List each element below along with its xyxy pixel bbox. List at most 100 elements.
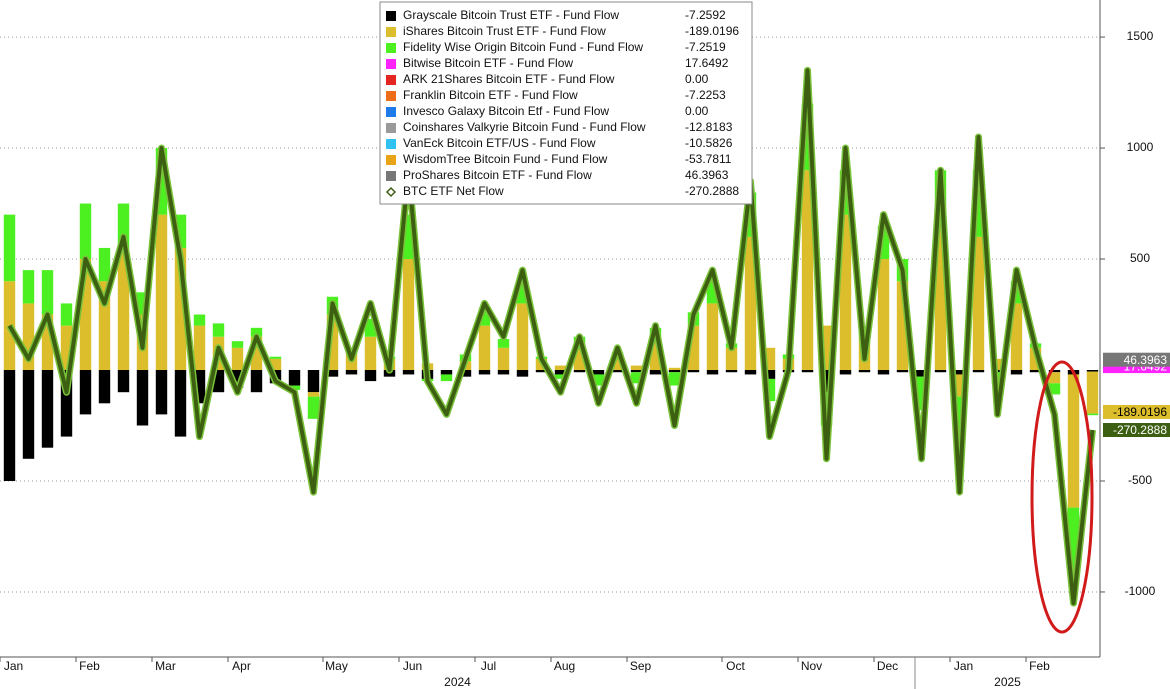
bar-segment	[440, 370, 453, 375]
bar-segment	[136, 292, 149, 315]
axis-tag-label: -270.2888	[1113, 423, 1167, 437]
bar-segment	[1067, 507, 1080, 575]
bar-segment	[60, 325, 73, 371]
bar-segment	[801, 170, 814, 371]
y-tick-label: -500	[1128, 473, 1152, 487]
bar-segment	[934, 214, 947, 371]
x-tick-label: Apr	[232, 659, 251, 673]
bar-segment	[79, 259, 92, 371]
bar-segment	[1029, 370, 1042, 373]
x-tick-label: Jun	[403, 659, 422, 673]
bar-segment	[706, 303, 719, 371]
bar-segment	[117, 370, 130, 393]
legend-value: -12.8183	[685, 120, 733, 134]
bar-segment	[231, 370, 244, 388]
bar-segment	[668, 370, 681, 373]
y-tick-label: 1000	[1127, 140, 1154, 154]
bar-segment	[402, 214, 415, 260]
bar-segment	[497, 370, 510, 375]
bar-segment	[364, 318, 377, 337]
bar-segment	[288, 370, 301, 386]
bar-segment	[307, 370, 320, 393]
bar-segment	[155, 370, 168, 415]
bar-segment	[915, 376, 928, 410]
x-tick-label: May	[325, 659, 348, 673]
bar-segment	[345, 370, 358, 375]
bar-segment	[630, 372, 643, 384]
bar-segment	[839, 214, 852, 371]
bar-segment	[554, 374, 567, 379]
bar-segment	[41, 270, 54, 315]
axis-tag	[1103, 352, 1170, 367]
legend-value: 0.00	[685, 72, 709, 86]
bar-segment	[60, 303, 73, 326]
net-flow-line	[7, 68, 1095, 606]
bar-segment	[3, 214, 16, 282]
bar-segment	[877, 259, 890, 371]
legend-label: BTC ETF Net Flow	[403, 184, 504, 198]
x-tick-label: Jan	[954, 659, 973, 673]
bar-segment	[117, 247, 130, 371]
legend-label: ProShares Bitcoin ETF - Fund Flow	[403, 168, 592, 182]
bar-segment	[1086, 371, 1099, 414]
bar-segment	[193, 370, 206, 404]
bar-segment	[212, 323, 225, 337]
bar-segment	[972, 170, 985, 237]
x-tick-label: Jul	[481, 659, 496, 673]
bar-segment	[554, 365, 567, 371]
bar-segment	[763, 347, 776, 371]
bar-segment	[117, 203, 130, 248]
bar-segment	[611, 370, 624, 373]
bar-segment	[307, 392, 320, 397]
bar-segment	[706, 281, 719, 304]
bar-segment	[554, 370, 567, 375]
bar-segment	[725, 347, 738, 371]
bar-segment	[326, 314, 339, 371]
x-tick-label: Feb	[79, 659, 100, 673]
legend: Grayscale Bitcoin Trust ETF - Fund Flow -…	[379, 1, 753, 205]
bar-segment	[3, 281, 16, 371]
bar-segment	[364, 336, 377, 371]
year-label: 2024	[444, 675, 471, 689]
bar-segment	[972, 236, 985, 371]
y-tick-label: -1000	[1125, 584, 1156, 598]
bar-segment	[592, 374, 605, 386]
x-tick-label: Sep	[630, 659, 652, 673]
bar-segment	[212, 370, 225, 393]
bar-segment	[725, 370, 738, 373]
y-tick-label: 500	[1130, 251, 1150, 265]
bar-segment	[668, 367, 681, 371]
x-tick-label: Oct	[726, 659, 745, 673]
bar-segment	[269, 358, 282, 371]
bar-segment	[478, 307, 491, 326]
bar-segment	[877, 370, 890, 375]
bar-segment	[820, 325, 833, 371]
highlight-ellipse	[1030, 360, 1094, 634]
legend-label: Franklin Bitcoin ETF - Fund Flow	[403, 88, 578, 102]
bar-segment	[1086, 370, 1099, 372]
legend-label: Fidelity Wise Origin Bitcoin Fund - Fund…	[403, 40, 643, 54]
legend-label: Coinshares Valkyrie Bitcoin Fund - Fund …	[403, 120, 646, 134]
bar-segment	[402, 370, 415, 375]
bar-segment	[193, 325, 206, 371]
axis-tag	[1103, 404, 1170, 419]
legend-swatch	[386, 123, 396, 133]
bar-segment	[877, 225, 890, 260]
bar-segment	[706, 370, 719, 375]
bar-segment	[307, 396, 320, 419]
legend-value: -7.2253	[685, 88, 726, 102]
bar-segment	[953, 396, 966, 442]
bar-segment	[896, 281, 909, 371]
bar-segment	[41, 370, 54, 448]
bar-segment	[1048, 370, 1061, 373]
legend-value: -270.2888	[685, 184, 739, 198]
bar-segment	[288, 385, 301, 390]
bar-segment	[478, 325, 491, 371]
bar-segment	[22, 270, 35, 304]
legend-value: 17.6492	[685, 56, 729, 70]
bar-segment	[972, 370, 985, 373]
bar-segment	[1010, 370, 1023, 375]
bar-segment	[1086, 413, 1099, 416]
x-tick-label: Dec	[877, 659, 898, 673]
